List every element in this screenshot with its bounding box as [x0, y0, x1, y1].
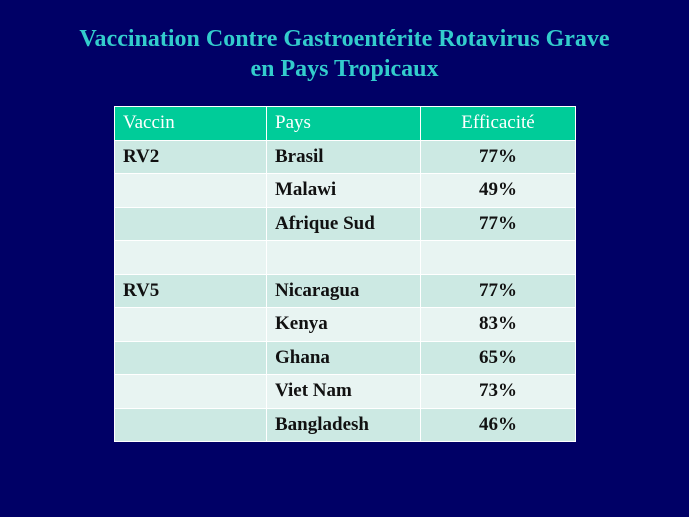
cell-pays: Malawi	[266, 173, 421, 208]
table-row: Afrique Sud 77%	[114, 206, 576, 241]
cell-efficacite: 83%	[420, 307, 576, 342]
table-row: Ghana 65%	[114, 340, 576, 375]
cell-vaccin	[114, 240, 267, 275]
cell-pays: Ghana	[266, 340, 421, 375]
cell-vaccin	[114, 307, 267, 342]
table-row: Viet Nam 73%	[114, 374, 576, 409]
cell-efficacite	[420, 240, 576, 275]
cell-pays	[266, 240, 421, 275]
table-header-row: Vaccin Pays Efficacité	[114, 106, 576, 141]
cell-efficacite: 65%	[420, 340, 576, 375]
cell-pays: Viet Nam	[266, 374, 421, 409]
header-vaccin: Vaccin	[114, 106, 267, 141]
slide-title: Vaccination Contre Gastroentérite Rotavi…	[0, 24, 689, 84]
slide-title-line-1: Vaccination Contre Gastroentérite Rotavi…	[79, 26, 610, 52]
table-row: RV5 Nicaragua 77%	[114, 273, 576, 308]
table-row: Malawi 49%	[114, 173, 576, 208]
table-row-empty	[114, 240, 576, 275]
cell-efficacite: 77%	[420, 139, 576, 174]
cell-pays: Afrique Sud	[266, 206, 421, 241]
cell-vaccin: RV5	[114, 273, 267, 308]
cell-vaccin	[114, 206, 267, 241]
cell-vaccin: RV2	[114, 139, 267, 174]
cell-efficacite: 77%	[420, 206, 576, 241]
cell-pays: Kenya	[266, 307, 421, 342]
table-row: Bangladesh 46%	[114, 407, 576, 442]
slide-title-line-2: en Pays Tropicaux	[250, 56, 439, 82]
cell-pays: Bangladesh	[266, 407, 421, 442]
table-row: RV2 Brasil 77%	[114, 139, 576, 174]
efficacy-table: Vaccin Pays Efficacité RV2 Brasil 77% Ma…	[114, 106, 576, 442]
cell-efficacite: 73%	[420, 374, 576, 409]
cell-vaccin	[114, 340, 267, 375]
cell-efficacite: 77%	[420, 273, 576, 308]
cell-vaccin	[114, 374, 267, 409]
cell-pays: Nicaragua	[266, 273, 421, 308]
cell-efficacite: 49%	[420, 173, 576, 208]
header-pays: Pays	[266, 106, 421, 141]
cell-vaccin	[114, 407, 267, 442]
cell-pays: Brasil	[266, 139, 421, 174]
header-efficacite: Efficacité	[420, 106, 576, 141]
cell-efficacite: 46%	[420, 407, 576, 442]
table-row: Kenya 83%	[114, 307, 576, 342]
cell-vaccin	[114, 173, 267, 208]
